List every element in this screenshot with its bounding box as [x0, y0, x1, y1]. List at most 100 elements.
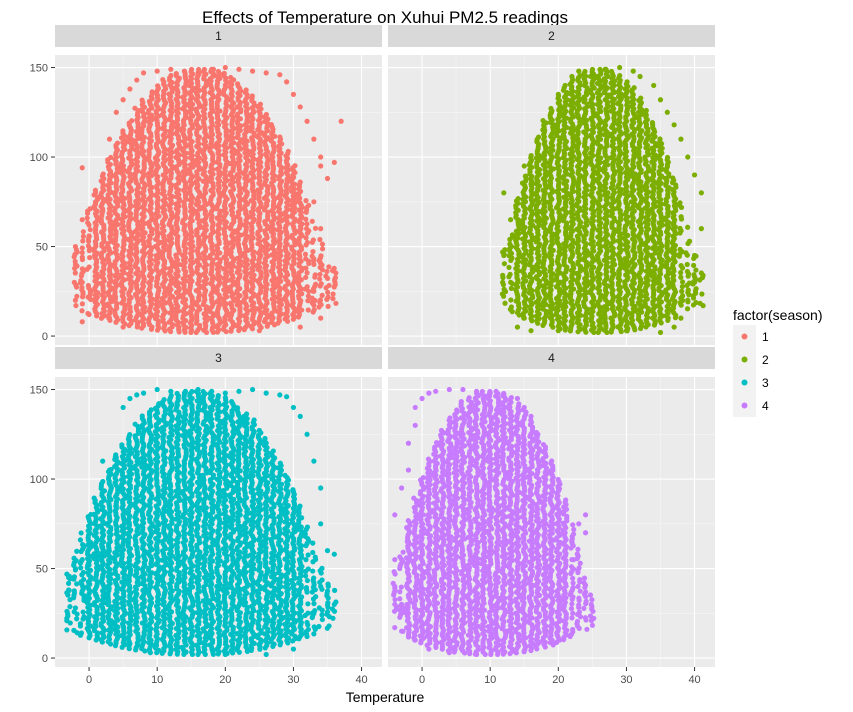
- data-point: [160, 76, 166, 83]
- data-point: [310, 237, 316, 243]
- data-point: [330, 296, 336, 302]
- data-point: [309, 253, 315, 259]
- data-point: [319, 292, 325, 298]
- data-point: [100, 208, 106, 214]
- data-point: [120, 128, 126, 134]
- data-point: [502, 247, 508, 253]
- data-point: [304, 239, 311, 246]
- data-point: [93, 297, 99, 303]
- data-point: [330, 291, 336, 297]
- data-point: [507, 241, 513, 247]
- data-point: [305, 307, 311, 313]
- data-point: [86, 233, 92, 239]
- data-point: [72, 243, 79, 250]
- data-point: [87, 206, 93, 212]
- data-point: [201, 66, 208, 73]
- data-point: [608, 68, 615, 75]
- data-point: [304, 270, 310, 276]
- data-point: [263, 111, 269, 118]
- data-point: [243, 87, 249, 93]
- data-point: [80, 233, 86, 239]
- data-point: [317, 276, 323, 282]
- data-point: [515, 196, 521, 202]
- data-point: [236, 66, 242, 72]
- data-point: [303, 265, 309, 271]
- data-point: [313, 281, 319, 287]
- data-point: [326, 264, 332, 270]
- data-point: [85, 282, 91, 289]
- data-point: [317, 297, 323, 303]
- data-point: [79, 279, 85, 285]
- data-point: [80, 229, 86, 235]
- data-point: [303, 235, 309, 241]
- data-point: [285, 148, 291, 155]
- data-point: [93, 252, 99, 259]
- data-point: [139, 97, 145, 103]
- data-point: [319, 246, 326, 252]
- data-point: [154, 68, 160, 74]
- data-point: [85, 220, 91, 226]
- data-point: [506, 264, 512, 271]
- data-point: [325, 294, 331, 300]
- data-point: [74, 293, 80, 299]
- data-point: [319, 241, 326, 247]
- data-point: [268, 122, 274, 128]
- data-point: [114, 140, 121, 146]
- data-point: [79, 217, 85, 223]
- data-point: [318, 226, 324, 232]
- data-point: [106, 315, 113, 321]
- data-point: [326, 282, 332, 289]
- data-point: [222, 64, 228, 71]
- data-point: [303, 274, 309, 281]
- data-point: [331, 159, 337, 166]
- data-point: [323, 273, 329, 279]
- data-point: [72, 297, 79, 303]
- data-point: [311, 136, 317, 142]
- data-point: [85, 243, 91, 249]
- data-point: [188, 66, 195, 73]
- data-point: [324, 175, 331, 182]
- data-point: [249, 93, 255, 99]
- data-point: [333, 300, 339, 306]
- data-point: [302, 251, 309, 257]
- data-point: [79, 266, 85, 272]
- data-point: [303, 198, 309, 204]
- data-point: [500, 272, 506, 278]
- data-point: [297, 324, 303, 330]
- facet-strip-label: 1: [215, 29, 222, 43]
- data-point: [93, 199, 99, 205]
- data-point: [120, 324, 126, 330]
- data-point: [127, 86, 133, 92]
- data-point: [129, 118, 135, 124]
- data-point: [292, 163, 298, 169]
- facet-strip-1: [55, 25, 382, 47]
- data-point: [311, 199, 317, 205]
- data-point: [318, 154, 324, 160]
- data-point: [79, 301, 85, 307]
- data-point: [84, 215, 90, 221]
- data-point: [540, 117, 546, 124]
- data-point: [297, 179, 303, 185]
- data-point: [318, 281, 324, 287]
- data-point: [502, 300, 508, 306]
- facet-strip-label: 2: [548, 29, 555, 43]
- data-point: [324, 268, 330, 275]
- data-point: [79, 284, 85, 291]
- data-point: [79, 165, 85, 171]
- data-point: [332, 275, 339, 281]
- data-point: [317, 271, 323, 278]
- data-point: [209, 66, 215, 72]
- data-point: [168, 72, 174, 79]
- data-point: [306, 202, 312, 208]
- data-point: [72, 261, 79, 268]
- data-point: [309, 218, 315, 224]
- y-tick-label: 100: [30, 152, 48, 164]
- data-point: [132, 105, 138, 111]
- data-point: [228, 74, 234, 81]
- data-point: [528, 152, 534, 159]
- data-point: [318, 315, 324, 321]
- data-point: [501, 261, 508, 267]
- data-point: [181, 68, 188, 74]
